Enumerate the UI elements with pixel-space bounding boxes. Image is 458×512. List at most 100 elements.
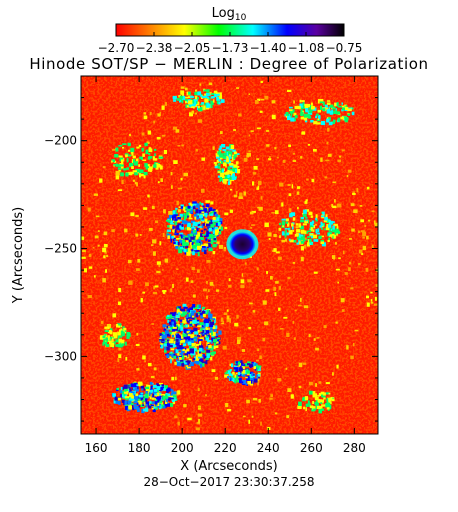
heatmap-cell [248, 419, 250, 424]
heatmap-cell [258, 375, 260, 379]
heatmap-image [81, 76, 378, 434]
heatmap-cell [259, 355, 262, 359]
heatmap-cell [148, 166, 153, 169]
heatmap-cell [132, 170, 137, 173]
heatmap-cell [319, 225, 322, 228]
heatmap-cell [209, 330, 212, 333]
heatmap-cell [191, 102, 196, 107]
heatmap-cell [227, 161, 230, 165]
heatmap-cell [262, 337, 266, 342]
heatmap-cell [208, 248, 213, 251]
heatmap-cell [252, 397, 258, 401]
heatmap-cell [233, 151, 238, 155]
heatmap-cell [192, 294, 196, 298]
heatmap-cell [141, 399, 144, 403]
heatmap-cell [156, 270, 161, 274]
heatmap-cell [204, 103, 207, 107]
heatmap-cell [172, 225, 174, 230]
heatmap-cell [348, 114, 350, 116]
heatmap-cell [205, 323, 209, 327]
heatmap-cell [105, 269, 107, 273]
heatmap-cell [219, 153, 223, 158]
heatmap-cell [176, 98, 180, 101]
heatmap-cell [358, 249, 363, 254]
heatmap-cell [169, 403, 174, 407]
heatmap-cell [237, 336, 242, 341]
heatmap-cell [223, 155, 227, 158]
heatmap-cell [216, 96, 221, 101]
heatmap-cell [145, 386, 150, 390]
heatmap-cell [315, 214, 318, 219]
heatmap-cell [162, 290, 167, 293]
heatmap-cell [335, 228, 339, 231]
heatmap-cell [298, 385, 302, 389]
heatmap-cell [152, 251, 156, 256]
heatmap-cell [125, 356, 128, 361]
heatmap-cell [203, 319, 207, 324]
heatmap-cell [183, 96, 189, 99]
heatmap-cell [104, 326, 108, 329]
heatmap-cell [374, 222, 378, 227]
heatmap-cell [177, 307, 179, 311]
heatmap-cell [174, 376, 177, 381]
heatmap-cell [228, 162, 234, 166]
heatmap-cell [307, 241, 310, 245]
heatmap-cell [164, 349, 167, 353]
heatmap-cell [257, 365, 262, 368]
heatmap-cell [300, 217, 304, 219]
heatmap-cell [297, 206, 299, 210]
heatmap-cell [185, 87, 188, 91]
heatmap-cell [118, 354, 122, 358]
heatmap-cell [191, 110, 195, 114]
heatmap-cell [299, 225, 304, 230]
heatmap-cell [114, 397, 119, 401]
heatmap-cell [179, 226, 182, 231]
heatmap-cell [199, 343, 202, 347]
heatmap-cell [214, 165, 218, 169]
heatmap-cell [190, 361, 194, 366]
heatmap-cell [281, 202, 284, 207]
heatmap-cell [203, 243, 209, 247]
heatmap-cell [179, 95, 183, 99]
heatmap-cell [160, 384, 165, 390]
heatmap-cell [189, 344, 193, 347]
heatmap-cell [171, 353, 176, 358]
heatmap-cell [183, 212, 186, 216]
heatmap-cell [208, 228, 210, 232]
heatmap-cell [152, 291, 157, 295]
heatmap-cell [217, 166, 221, 169]
heatmap-cell [183, 306, 188, 309]
heatmap-cell [172, 312, 176, 316]
heatmap-cell [183, 313, 186, 316]
heatmap-cell [214, 93, 218, 97]
heatmap-cell [312, 401, 314, 404]
heatmap-cell [135, 387, 139, 392]
heatmap-cell [213, 216, 216, 221]
heatmap-cell [137, 407, 140, 413]
heatmap-cell [177, 352, 182, 356]
heatmap-cell [200, 314, 204, 319]
colorbar-tick-label: −0.75 [326, 41, 363, 55]
heatmap-cell [219, 221, 223, 225]
heatmap-cell [240, 284, 245, 289]
heatmap-cell [216, 159, 220, 163]
heatmap-cell [189, 104, 192, 108]
heatmap-cell [183, 404, 187, 408]
heatmap-cell [172, 326, 177, 329]
heatmap-cell [161, 105, 165, 110]
heatmap-cell [198, 235, 202, 240]
heatmap-cell [106, 324, 112, 329]
heatmap-cell [192, 319, 197, 324]
heatmap-cell [311, 105, 315, 109]
heatmap-cell [346, 174, 349, 178]
heatmap-cell [253, 165, 258, 170]
heatmap-cell [326, 118, 330, 123]
heatmap-cell [228, 278, 231, 281]
heatmap-cell [316, 122, 321, 125]
heatmap-cell [93, 275, 96, 278]
heatmap-cell [315, 229, 318, 234]
heatmap-cell [328, 233, 330, 236]
heatmap-cell [329, 220, 333, 225]
heatmap-cell [195, 313, 199, 318]
heatmap-cell [135, 343, 140, 346]
